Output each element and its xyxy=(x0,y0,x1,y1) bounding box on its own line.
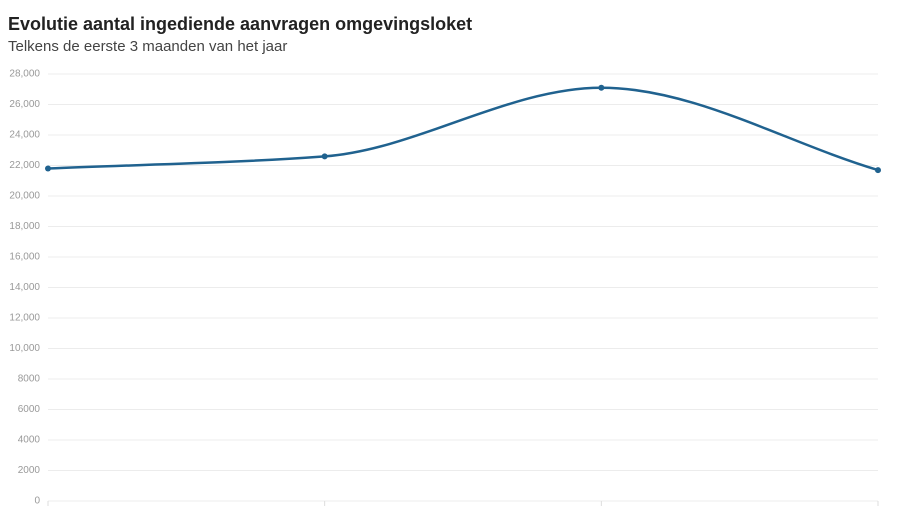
y-tick-label: 18,000 xyxy=(9,221,40,232)
y-tick-label: 8000 xyxy=(18,374,41,385)
y-tick-label: 26,000 xyxy=(9,99,40,110)
y-tick-label: 22,000 xyxy=(9,160,40,171)
data-point xyxy=(875,167,881,174)
y-tick-label: 6000 xyxy=(18,404,41,415)
y-tick-label: 0 xyxy=(34,496,40,506)
chart-subtitle: Telkens de eerste 3 maanden van het jaar xyxy=(8,38,287,55)
chart-title: Evolutie aantal ingediende aanvragen omg… xyxy=(8,14,472,34)
y-tick-label: 20,000 xyxy=(9,191,40,202)
y-tick-label: 10,000 xyxy=(9,343,40,354)
y-tick-label: 14,000 xyxy=(9,282,40,293)
y-tick-label: 12,000 xyxy=(9,313,40,324)
y-tick-label: 28,000 xyxy=(9,69,40,80)
y-tick-label: 4000 xyxy=(18,435,41,446)
data-line xyxy=(47,86,879,172)
y-tick-label: 2000 xyxy=(18,465,41,476)
y-tick-label: 16,000 xyxy=(9,252,40,263)
data-point xyxy=(321,153,328,160)
data-point xyxy=(45,165,51,172)
data-point xyxy=(598,84,605,91)
y-tick-label: 24,000 xyxy=(9,130,40,141)
